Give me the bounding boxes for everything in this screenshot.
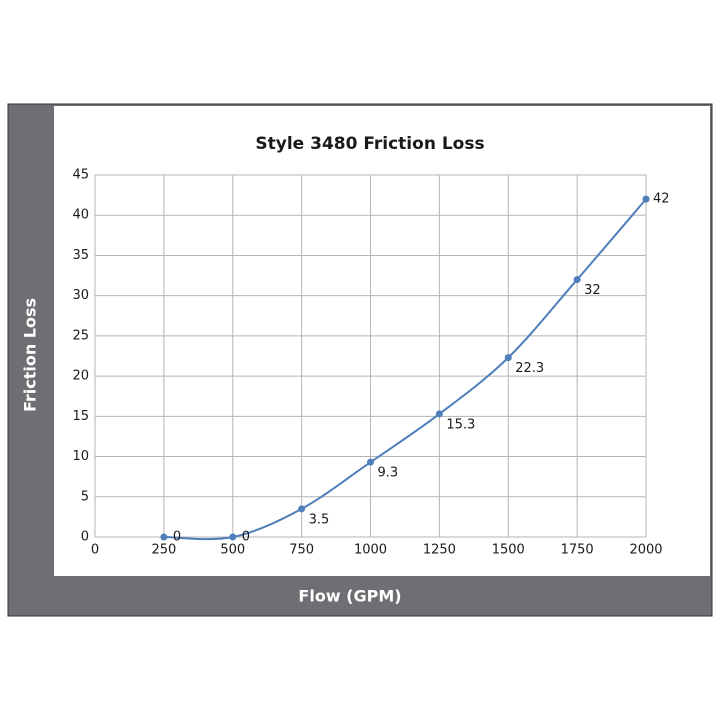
data-label: 3.5 bbox=[309, 512, 330, 527]
data-point bbox=[504, 354, 512, 362]
chart-title: Style 3480 Friction Loss bbox=[255, 134, 484, 154]
data-point bbox=[642, 195, 650, 203]
data-label: 22.3 bbox=[515, 361, 544, 376]
x-tick-label: 1500 bbox=[492, 543, 525, 558]
y-tick-label: 40 bbox=[72, 208, 89, 223]
y-axis-title: Friction Loss bbox=[21, 298, 40, 412]
y-tick-label: 5 bbox=[81, 489, 89, 504]
y-tick-label: 15 bbox=[72, 409, 89, 424]
data-label: 0 bbox=[242, 530, 250, 545]
data-point bbox=[435, 410, 443, 418]
data-label: 32 bbox=[584, 283, 601, 298]
data-point bbox=[573, 276, 581, 284]
x-tick-label: 750 bbox=[289, 543, 314, 558]
x-tick-label: 250 bbox=[151, 543, 176, 558]
y-tick-label: 30 bbox=[72, 288, 89, 303]
y-tick-label: 45 bbox=[72, 168, 89, 183]
x-tick-label: 500 bbox=[220, 543, 245, 558]
x-tick-label: 1750 bbox=[561, 543, 594, 558]
y-tick-label: 10 bbox=[72, 449, 89, 464]
y-tick-label: 35 bbox=[72, 248, 89, 263]
plot-panel bbox=[54, 106, 710, 576]
data-point bbox=[160, 533, 168, 541]
y-tick-label: 25 bbox=[72, 328, 89, 343]
y-tick-label: 0 bbox=[81, 530, 89, 545]
data-point bbox=[367, 458, 374, 466]
data-label: 0 bbox=[173, 530, 181, 545]
data-point bbox=[298, 505, 306, 513]
x-tick-label: 0 bbox=[91, 543, 99, 558]
data-point bbox=[229, 533, 237, 541]
x-tick-label: 1000 bbox=[354, 543, 387, 558]
x-tick-label: 2000 bbox=[629, 543, 662, 558]
data-label: 9.3 bbox=[378, 466, 399, 481]
data-label: 15.3 bbox=[446, 417, 475, 432]
data-label: 42 bbox=[653, 192, 670, 207]
y-tick-label: 20 bbox=[72, 369, 89, 384]
x-axis-title: Flow (GPM) bbox=[298, 587, 401, 606]
x-tick-label: 1250 bbox=[423, 543, 456, 558]
